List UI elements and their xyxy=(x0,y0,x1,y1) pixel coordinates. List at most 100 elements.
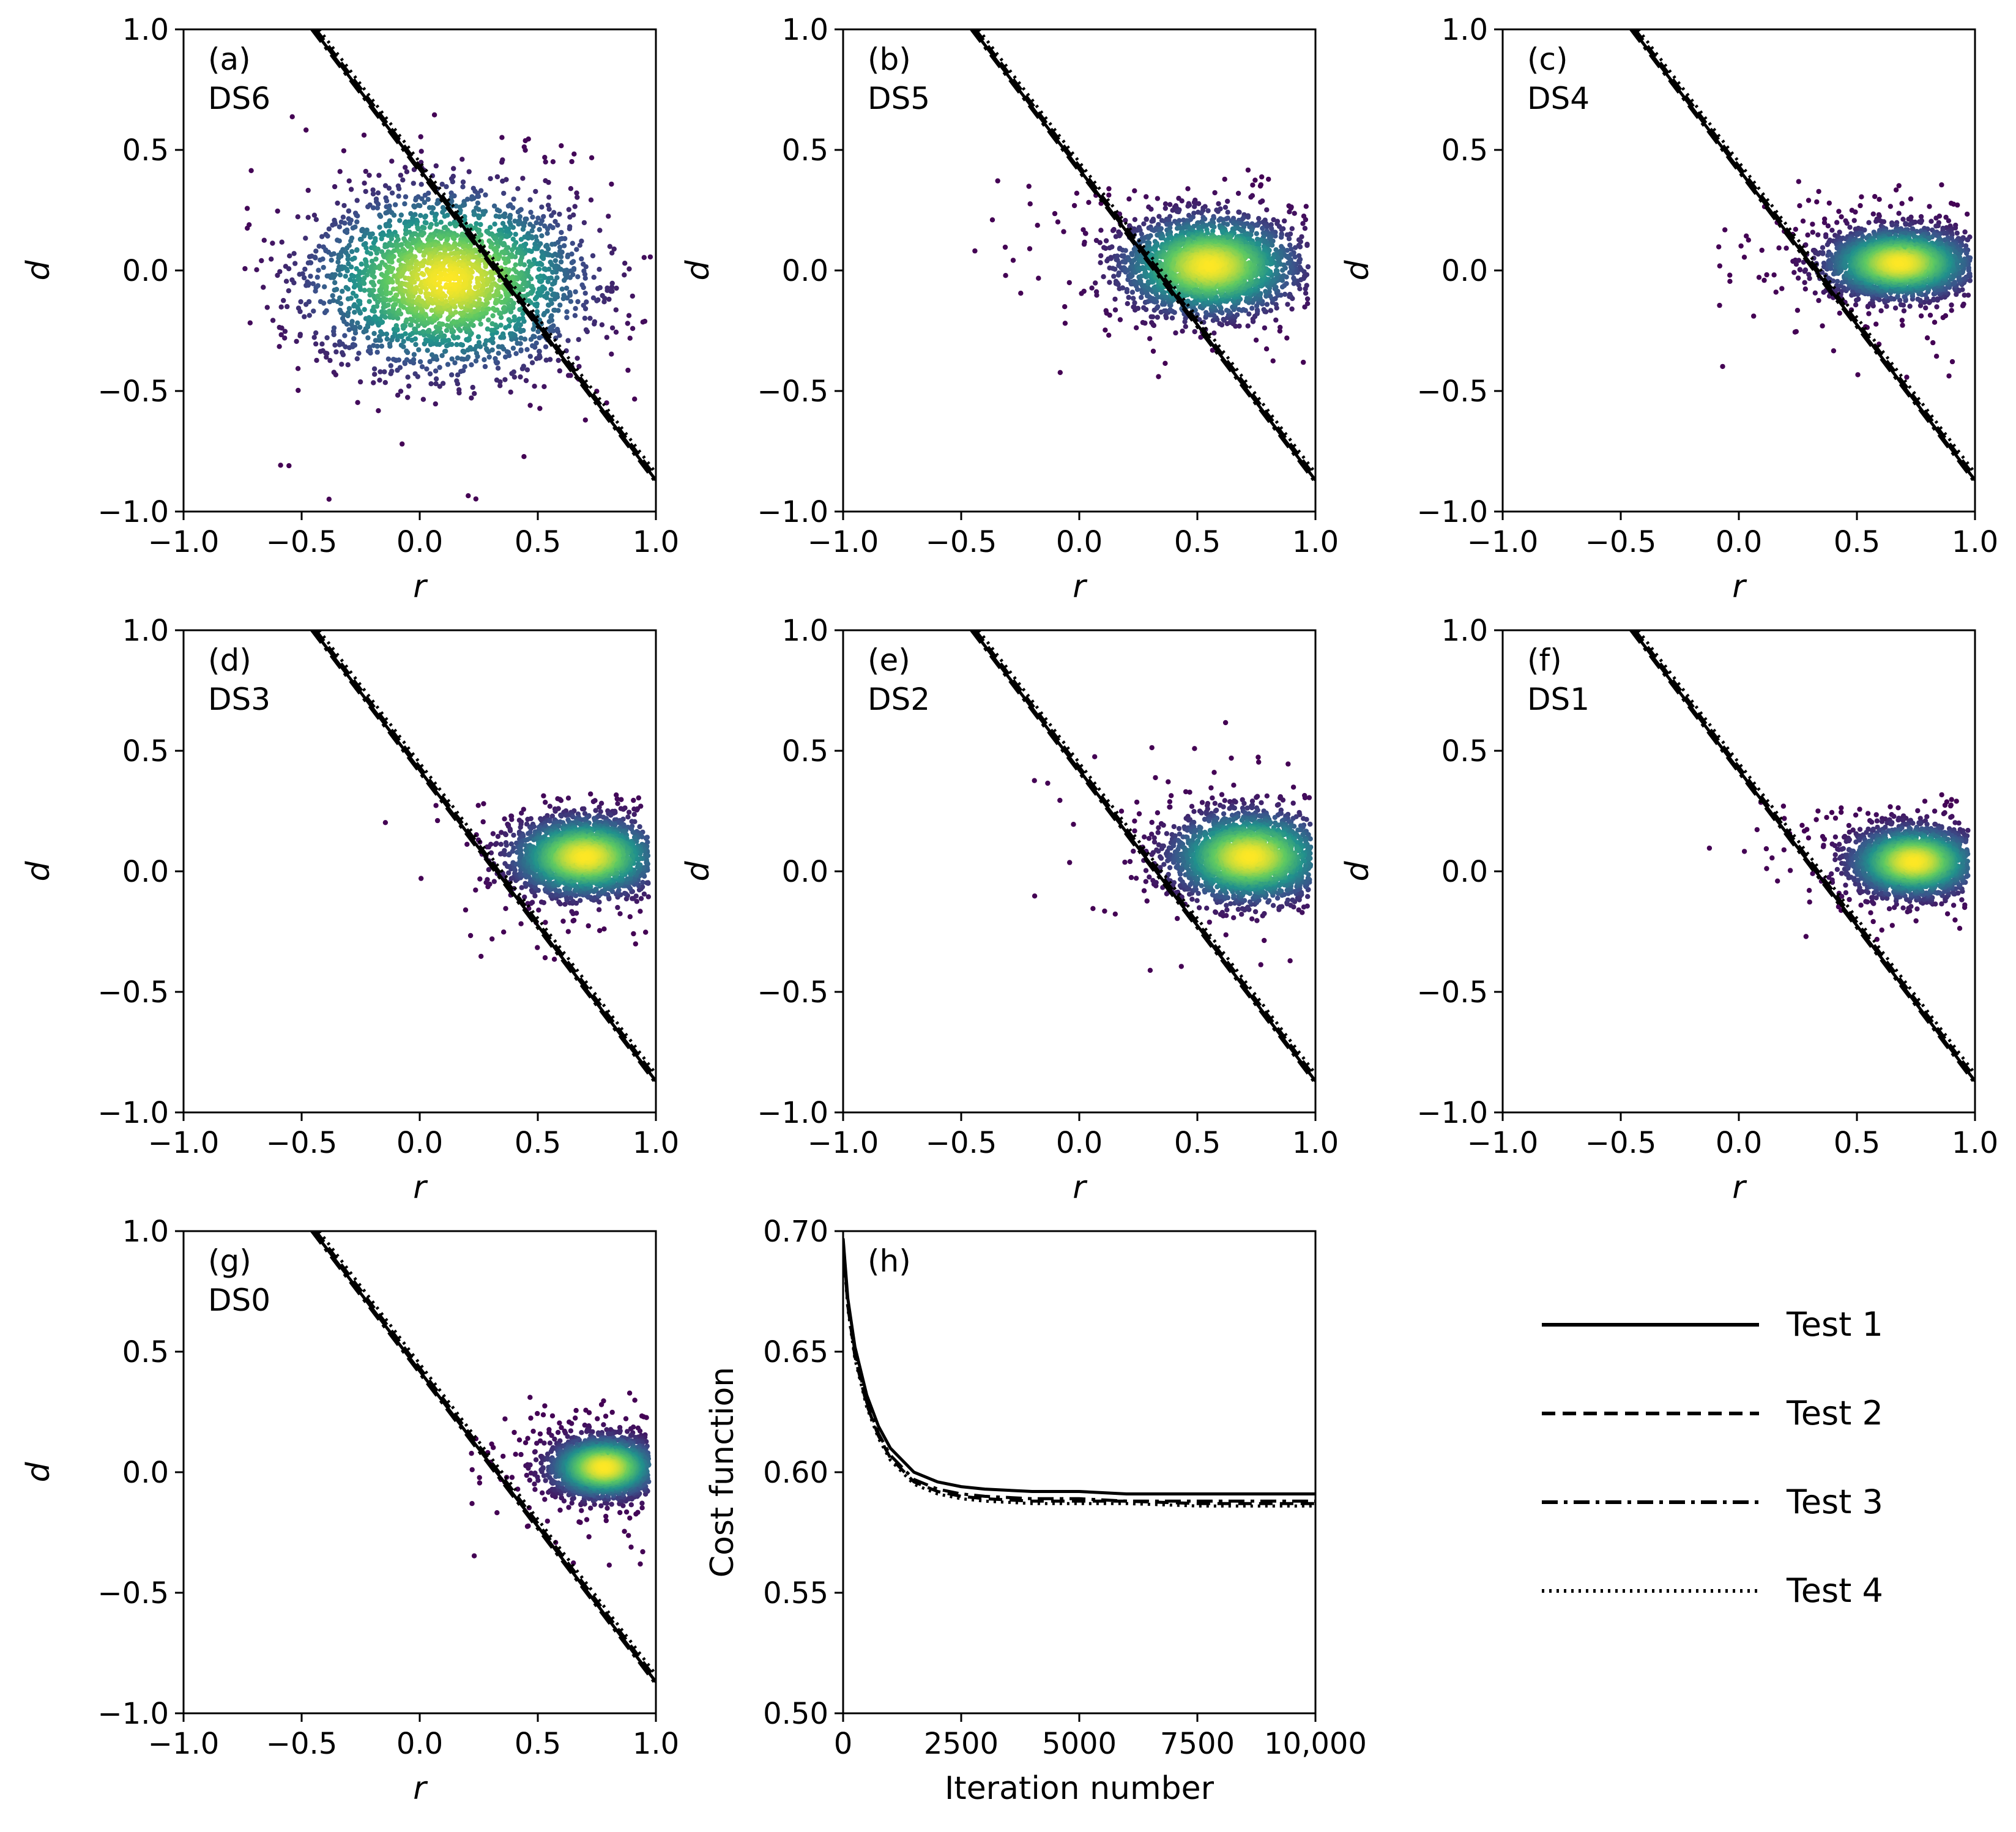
scatter-point xyxy=(561,243,567,248)
scatter-point xyxy=(352,224,358,230)
scatter-point xyxy=(1132,217,1138,222)
scatter-point xyxy=(1108,256,1114,261)
scatter-point xyxy=(442,248,448,254)
scatter-point xyxy=(450,179,455,185)
scatter-point xyxy=(374,205,381,210)
scatter-point xyxy=(324,308,329,314)
scatter-point xyxy=(396,308,402,313)
scatter-point xyxy=(333,286,340,292)
scatter-point xyxy=(518,261,523,267)
scatter-point xyxy=(330,297,337,303)
scatter-point xyxy=(1249,228,1255,234)
scatter-point xyxy=(491,203,497,209)
scatter-point xyxy=(1098,260,1103,266)
scatter-point xyxy=(337,339,343,344)
scatter-point xyxy=(627,335,633,341)
scatter-point xyxy=(1292,254,1298,260)
scatter-point xyxy=(490,313,496,319)
scatter-point xyxy=(1216,217,1222,223)
scatter-point xyxy=(1305,264,1311,270)
scatter-point xyxy=(311,308,316,314)
scatter-point xyxy=(1129,252,1135,258)
scatter-points xyxy=(972,167,1311,379)
scatter-point xyxy=(1263,346,1270,352)
scatter-point xyxy=(384,331,390,337)
scatter-point xyxy=(581,261,586,267)
scatter-point xyxy=(589,155,595,160)
scatter-point xyxy=(291,280,297,286)
scatter-point xyxy=(574,247,579,252)
scatter-point xyxy=(295,214,300,220)
scatter-point xyxy=(332,272,338,278)
scatter-point xyxy=(444,184,449,190)
scatter-point xyxy=(337,295,343,300)
scatter-point xyxy=(489,283,494,289)
scatter-point xyxy=(559,286,565,292)
scatter-point xyxy=(455,372,461,378)
scatter-point xyxy=(584,299,589,305)
scatter-point xyxy=(366,173,372,178)
scatter-point xyxy=(337,272,343,278)
scatter-point xyxy=(1288,264,1294,270)
scatter-point xyxy=(322,284,327,289)
panel-a: −1.0 −0.5 0.0 0.5 1.0−1.0−0.50.00.51.0rd(a)D… xyxy=(20,13,679,605)
scatter-point xyxy=(630,293,636,299)
scatter-point xyxy=(507,215,513,221)
scatter-point xyxy=(428,381,434,387)
scatter-point xyxy=(412,371,418,377)
scatter-point xyxy=(1167,202,1173,207)
scatter-point xyxy=(385,302,391,308)
scatter-point xyxy=(559,229,564,236)
scatter-point xyxy=(575,274,581,280)
scatter-point xyxy=(541,311,547,316)
scatter-point xyxy=(494,288,500,294)
scatter-point xyxy=(421,253,426,258)
scatter-point xyxy=(406,223,412,229)
scatter-point xyxy=(467,344,473,351)
scatter-point xyxy=(404,169,410,174)
scatter-point xyxy=(1057,370,1063,375)
scatter-point xyxy=(1185,203,1191,209)
scatter-point xyxy=(459,356,464,362)
scatter-point xyxy=(357,379,363,385)
scatter-point xyxy=(440,381,446,386)
scatter-point xyxy=(419,364,425,370)
scatter-point xyxy=(332,280,338,286)
scatter-point xyxy=(1186,232,1191,238)
scatter-point xyxy=(532,296,538,302)
scatter-point xyxy=(278,304,284,310)
scatter-point xyxy=(500,242,506,248)
scatter-point xyxy=(388,363,393,368)
scatter-point xyxy=(1111,274,1117,279)
scatter-point xyxy=(331,370,337,375)
scatter-point xyxy=(550,292,556,297)
scatter-point xyxy=(321,264,326,270)
scatter-point xyxy=(607,244,612,249)
scatter-point xyxy=(515,340,520,346)
scatter-point xyxy=(248,168,254,173)
scatter-point xyxy=(606,296,612,302)
scatter-point xyxy=(647,254,653,260)
scatter-point xyxy=(539,254,545,260)
scatter-point xyxy=(441,337,447,343)
scatter-point xyxy=(1273,317,1279,323)
scatter-point xyxy=(1114,253,1120,259)
scatter-point xyxy=(555,222,560,228)
scatter-point xyxy=(425,348,430,353)
dataset-label: DS6 xyxy=(208,81,270,116)
scatter-point xyxy=(1163,308,1169,314)
scatter-point xyxy=(418,182,424,187)
scatter-point xyxy=(408,322,414,328)
scatter-point xyxy=(347,220,352,226)
scatter-point xyxy=(575,195,580,200)
scatter-point xyxy=(557,333,562,338)
scatter-point xyxy=(411,294,416,299)
scatter-point xyxy=(515,186,521,192)
scatter-point xyxy=(513,351,519,356)
scatter-point xyxy=(245,225,250,231)
scatter-point xyxy=(591,275,597,280)
scatter-point xyxy=(389,236,395,242)
scatter-point xyxy=(466,169,472,174)
scatter-point xyxy=(551,307,557,313)
scatter-point xyxy=(609,351,614,357)
